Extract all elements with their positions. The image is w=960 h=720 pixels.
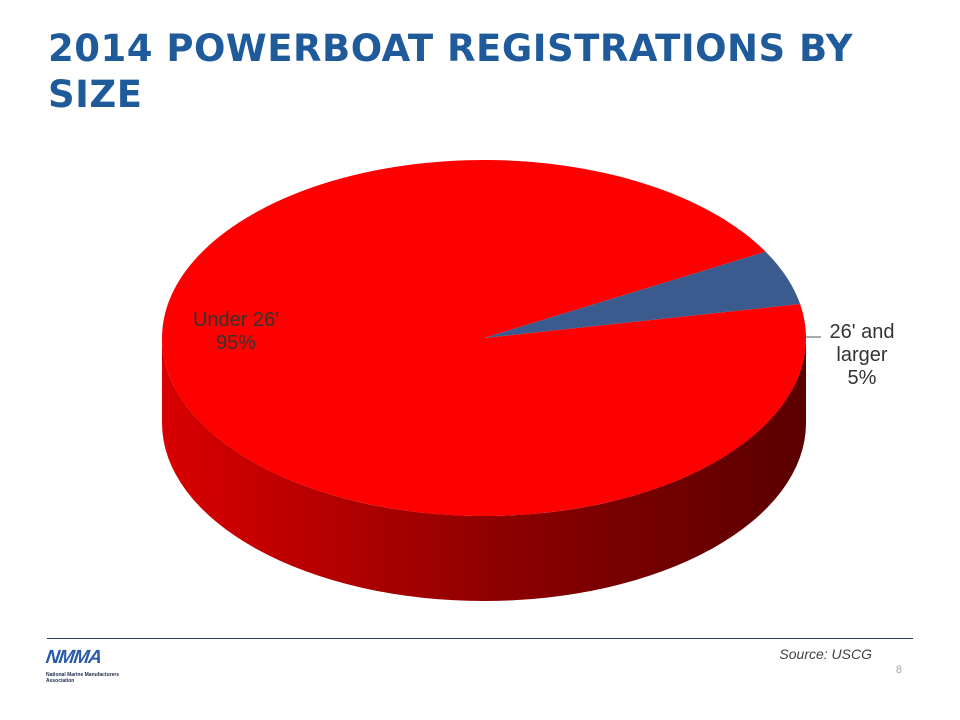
- logo-name: National Marine Manufacturers Associatio…: [46, 672, 120, 684]
- source-note: Source: USCG: [779, 646, 872, 662]
- slice-label-0: Under 26' 95%: [193, 309, 279, 354]
- slide-title: 2014 POWERBOAT REGISTRATIONS BY SIZE: [48, 27, 854, 116]
- pie-slice-1: [484, 251, 801, 338]
- logo-mark: NMMA: [44, 647, 103, 668]
- pie-slice-0: [161, 159, 806, 516]
- pie-slice-side-0: [162, 338, 806, 601]
- footer-divider: [47, 638, 913, 639]
- nmma-logo: NMMA National Marine Manufacturers Assoc…: [44, 647, 126, 694]
- slice-label-1: 26' and larger 5%: [830, 321, 895, 389]
- page-number: 8: [895, 664, 902, 676]
